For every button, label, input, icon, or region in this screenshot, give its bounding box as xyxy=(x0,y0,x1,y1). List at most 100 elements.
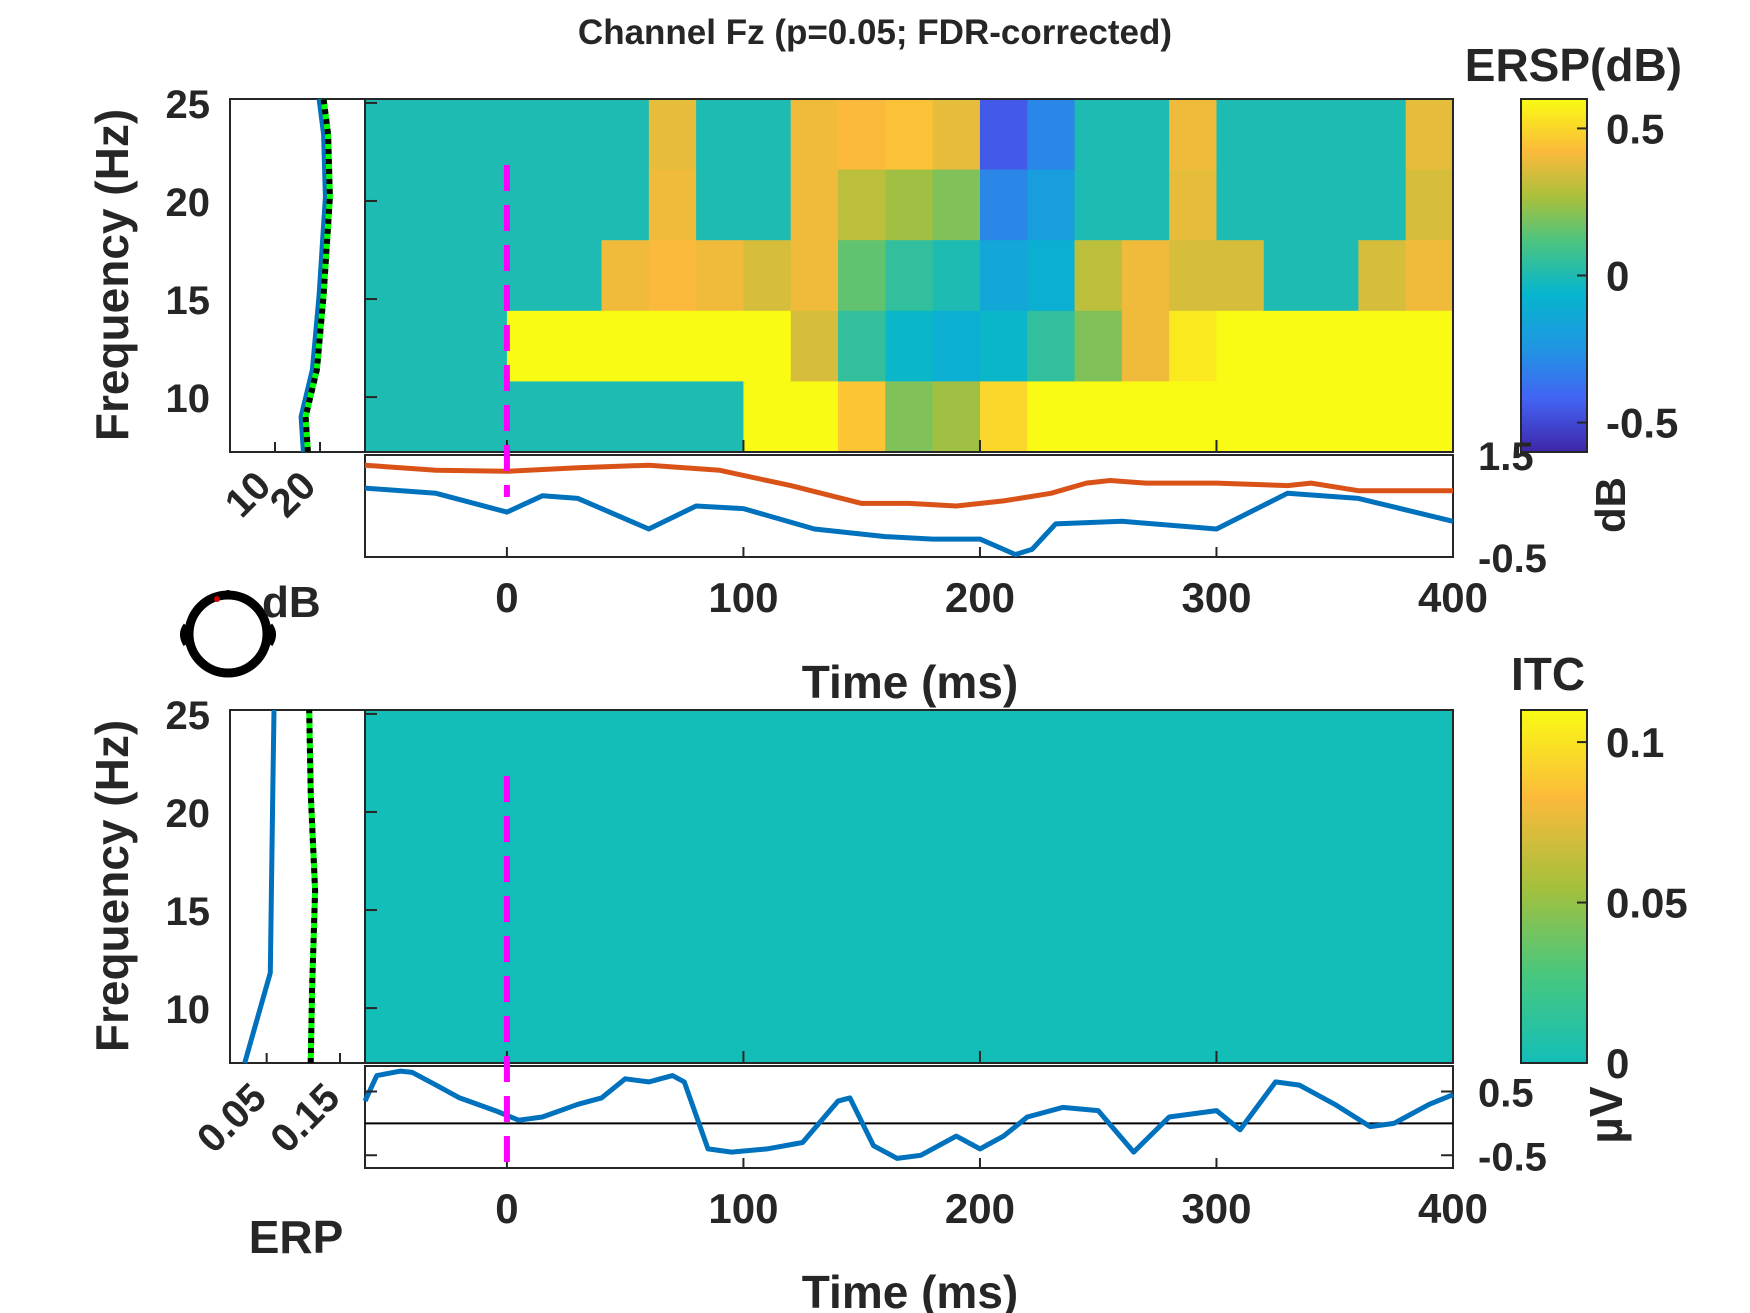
ersp-cell xyxy=(838,381,886,453)
ersp-cell xyxy=(1311,99,1359,171)
itc-marginal-lines xyxy=(242,709,319,1064)
ersp-cell xyxy=(1216,169,1265,241)
ersp-cell xyxy=(979,99,1028,171)
ersp-cell xyxy=(1263,169,1312,241)
ersp-marginal-tick-label: 20 xyxy=(262,463,325,526)
ersp-cell xyxy=(412,310,461,382)
itc-colorbar-tick-label: 0 xyxy=(1606,1040,1629,1087)
ersp-cell xyxy=(601,310,650,382)
ersp-cell xyxy=(979,169,1028,241)
itc-colorbar-tick-label: 0.1 xyxy=(1606,719,1664,766)
ersp-cell xyxy=(554,381,603,453)
ersp-mean-line xyxy=(364,485,1454,557)
ersp-cell xyxy=(838,240,886,312)
ersp-cell xyxy=(365,169,413,241)
ersp-time-ytick-label: -0.5 xyxy=(1478,537,1547,581)
frequency-tick-label: 10 xyxy=(166,377,211,421)
ersp-cell xyxy=(885,310,934,382)
ersp-cell xyxy=(1311,169,1359,241)
ersp-cell xyxy=(743,99,792,171)
ersp-cell xyxy=(1405,99,1454,171)
frequency-tick-label: 10 xyxy=(166,988,211,1032)
ersp-cell xyxy=(1027,381,1076,453)
ersp-cell xyxy=(506,99,555,171)
ersp-cell xyxy=(459,310,508,382)
ersp-cell xyxy=(1027,310,1076,382)
ersp-cell xyxy=(932,169,981,241)
itc-xlabel: Time (ms) xyxy=(802,1266,1018,1313)
time-tick-label: 300 xyxy=(1181,574,1251,621)
time-tick-label: 200 xyxy=(945,1185,1015,1232)
ersp-cell xyxy=(1121,99,1170,171)
ersp-cell xyxy=(838,169,886,241)
ersp-colorbar-tick-label: 0 xyxy=(1606,253,1629,300)
ersp-cell xyxy=(790,99,839,171)
ersp-cell xyxy=(1216,381,1265,453)
erp-time-xaxis: 0 100 200 300 400 xyxy=(495,1051,1488,1232)
ersp-cell xyxy=(648,240,697,312)
figure-title: Channel Fz (p=0.05; FDR-corrected) xyxy=(578,13,1172,52)
itc-colorbar-tick-label: 0.05 xyxy=(1606,880,1688,927)
ersp-marginal-lines xyxy=(298,98,333,453)
ersp-cell xyxy=(1169,310,1218,382)
ersp-cell xyxy=(1263,240,1312,312)
ersp-cell xyxy=(1358,240,1407,312)
ersp-frequency-axis: 10 15 20 25 xyxy=(166,83,377,421)
ersp-cell xyxy=(743,240,792,312)
ersp-cell xyxy=(459,169,508,241)
erp-label: ERP xyxy=(249,1211,344,1263)
ersp-cell xyxy=(554,240,603,312)
ersp-cell xyxy=(1405,240,1454,312)
time-tick-label: 100 xyxy=(708,1185,778,1232)
ersp-cell xyxy=(932,310,981,382)
ersp-cell xyxy=(885,381,934,453)
ersp-cell xyxy=(506,240,555,312)
ersp-cell xyxy=(554,310,603,382)
frequency-tick-label: 20 xyxy=(166,792,211,836)
time-tick-label: 400 xyxy=(1418,574,1488,621)
ersp-cell xyxy=(1121,310,1170,382)
itc-marginal-axis: 0.050.15 xyxy=(189,1053,348,1161)
ersp-cell xyxy=(1263,99,1312,171)
ersp-colorbar-tick-label: -0.5 xyxy=(1606,400,1678,447)
itc-colorbar: 0.1 0.05 0 ITC xyxy=(1511,648,1688,1087)
itc-marginal-tick-label: 0.15 xyxy=(262,1075,348,1161)
ersp-cell xyxy=(838,310,886,382)
ersp-cell xyxy=(696,381,745,453)
ersp-time-ytick-label: 1.5 xyxy=(1478,435,1534,479)
ersp-cell xyxy=(838,99,886,171)
ersp-cell xyxy=(412,240,461,312)
itc-marginal-frame xyxy=(229,709,366,1064)
itc-frequency-axis: 10 15 20 25 xyxy=(166,694,377,1032)
ersp-cell xyxy=(1169,381,1218,453)
ersp-cell xyxy=(648,310,697,382)
ersp-cell xyxy=(979,381,1028,453)
itc-colorbar-title: ITC xyxy=(1511,648,1585,700)
ersp-cell xyxy=(1405,381,1454,453)
time-tick-label: 100 xyxy=(708,574,778,621)
ersp-cell xyxy=(459,99,508,171)
ersp-cell xyxy=(1027,240,1076,312)
ersp-cell xyxy=(743,381,792,453)
ersp-time-lines xyxy=(364,462,1454,557)
ersp-colorbar-title: ERSP(dB) xyxy=(1465,39,1682,91)
ersp-ylabel: Frequency (Hz) xyxy=(86,109,138,441)
ersp-colorbar-ticks: 0.5 0 -0.5 xyxy=(1577,105,1678,447)
ersp-cell xyxy=(459,381,508,453)
ersp-cell xyxy=(979,240,1028,312)
frequency-tick-label: 20 xyxy=(166,181,211,225)
ersp-heatmap xyxy=(364,98,1454,453)
time-tick-label: 400 xyxy=(1418,1185,1488,1232)
ersp-cell xyxy=(743,310,792,382)
ersp-time-ylabel: dB xyxy=(1587,477,1634,533)
ersp-cell xyxy=(1358,169,1407,241)
ersp-cell xyxy=(1216,310,1265,382)
ersp-cell xyxy=(885,99,934,171)
ersp-cell xyxy=(1074,310,1123,382)
head-icon xyxy=(180,590,276,678)
ersp-marginal-threshold-line xyxy=(302,98,333,453)
ersp-cell xyxy=(412,381,461,453)
ersp-cell xyxy=(790,240,839,312)
ersp-colorbar: 0.5 0 -0.5 ERSP(dB) xyxy=(1465,39,1682,453)
